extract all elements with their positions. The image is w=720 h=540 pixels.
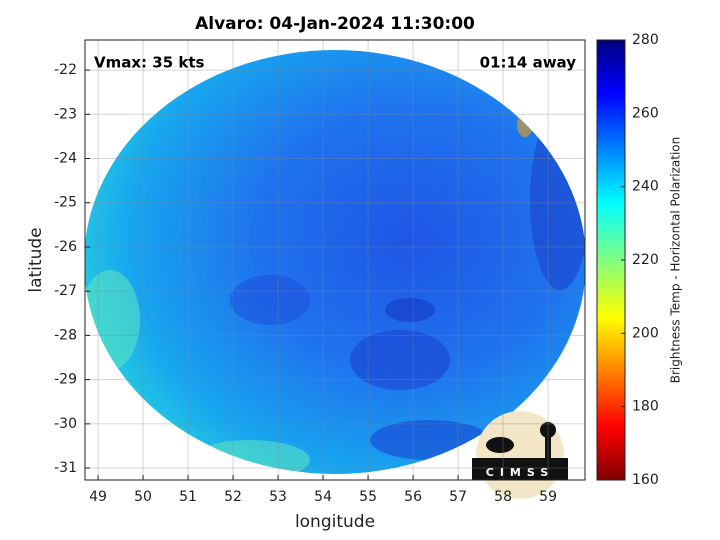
colorbar-tick-label: 280 xyxy=(632,32,659,48)
x-tick-label: 50 xyxy=(134,489,152,505)
x-tick-label: 54 xyxy=(314,489,332,505)
x-tick-label: 55 xyxy=(359,489,377,505)
y-tick-label: -26 xyxy=(54,239,77,255)
colorbar-tick-label: 220 xyxy=(632,252,659,268)
swath-texture xyxy=(85,110,585,474)
y-tick-label: -29 xyxy=(54,372,77,388)
colorbar xyxy=(596,39,626,481)
y-tick-label: -31 xyxy=(54,460,77,476)
x-tick-label: 59 xyxy=(539,489,557,505)
colorbar-label: Brightness Temp - Horizontal Polarizatio… xyxy=(669,137,683,384)
y-tick-label: -28 xyxy=(54,327,77,343)
colorbar-tick-label: 180 xyxy=(632,399,659,415)
time-annotation: 01:14 away xyxy=(480,54,577,72)
colorbar-tick-label: 200 xyxy=(632,325,659,341)
logo: CIMSS xyxy=(472,411,568,499)
x-axis-label: longitude xyxy=(295,512,375,532)
x-tick-label: 58 xyxy=(494,489,512,505)
swath xyxy=(85,50,585,474)
y-tick-label: -22 xyxy=(54,62,77,78)
x-tick-label: 57 xyxy=(449,489,467,505)
x-tick-label: 56 xyxy=(404,489,422,505)
colorbar-tick-label: 160 xyxy=(632,472,659,488)
x-tick-label: 51 xyxy=(179,489,197,505)
colorbar-tick-label: 240 xyxy=(632,179,659,195)
x-tick-label: 53 xyxy=(269,489,287,505)
y-tick-label: -24 xyxy=(54,151,77,167)
x-tick-label: 52 xyxy=(224,489,242,505)
y-tick-label: -30 xyxy=(54,416,77,432)
y-tick-label: -25 xyxy=(54,195,77,211)
y-tick-label: -23 xyxy=(54,106,77,122)
plot-frame xyxy=(84,39,586,481)
y-axis-label: latitude xyxy=(26,227,46,292)
vmax-annotation: Vmax: 35 kts xyxy=(94,54,204,72)
x-tick-label: 49 xyxy=(89,489,107,505)
swath-disk xyxy=(85,50,585,474)
colorbar-tick-label: 260 xyxy=(632,105,659,121)
y-tick-label: -27 xyxy=(54,283,77,299)
chart-title: Alvaro: 04-Jan-2024 11:30:00 xyxy=(195,14,475,34)
logo-text: CIMSS xyxy=(486,466,554,479)
